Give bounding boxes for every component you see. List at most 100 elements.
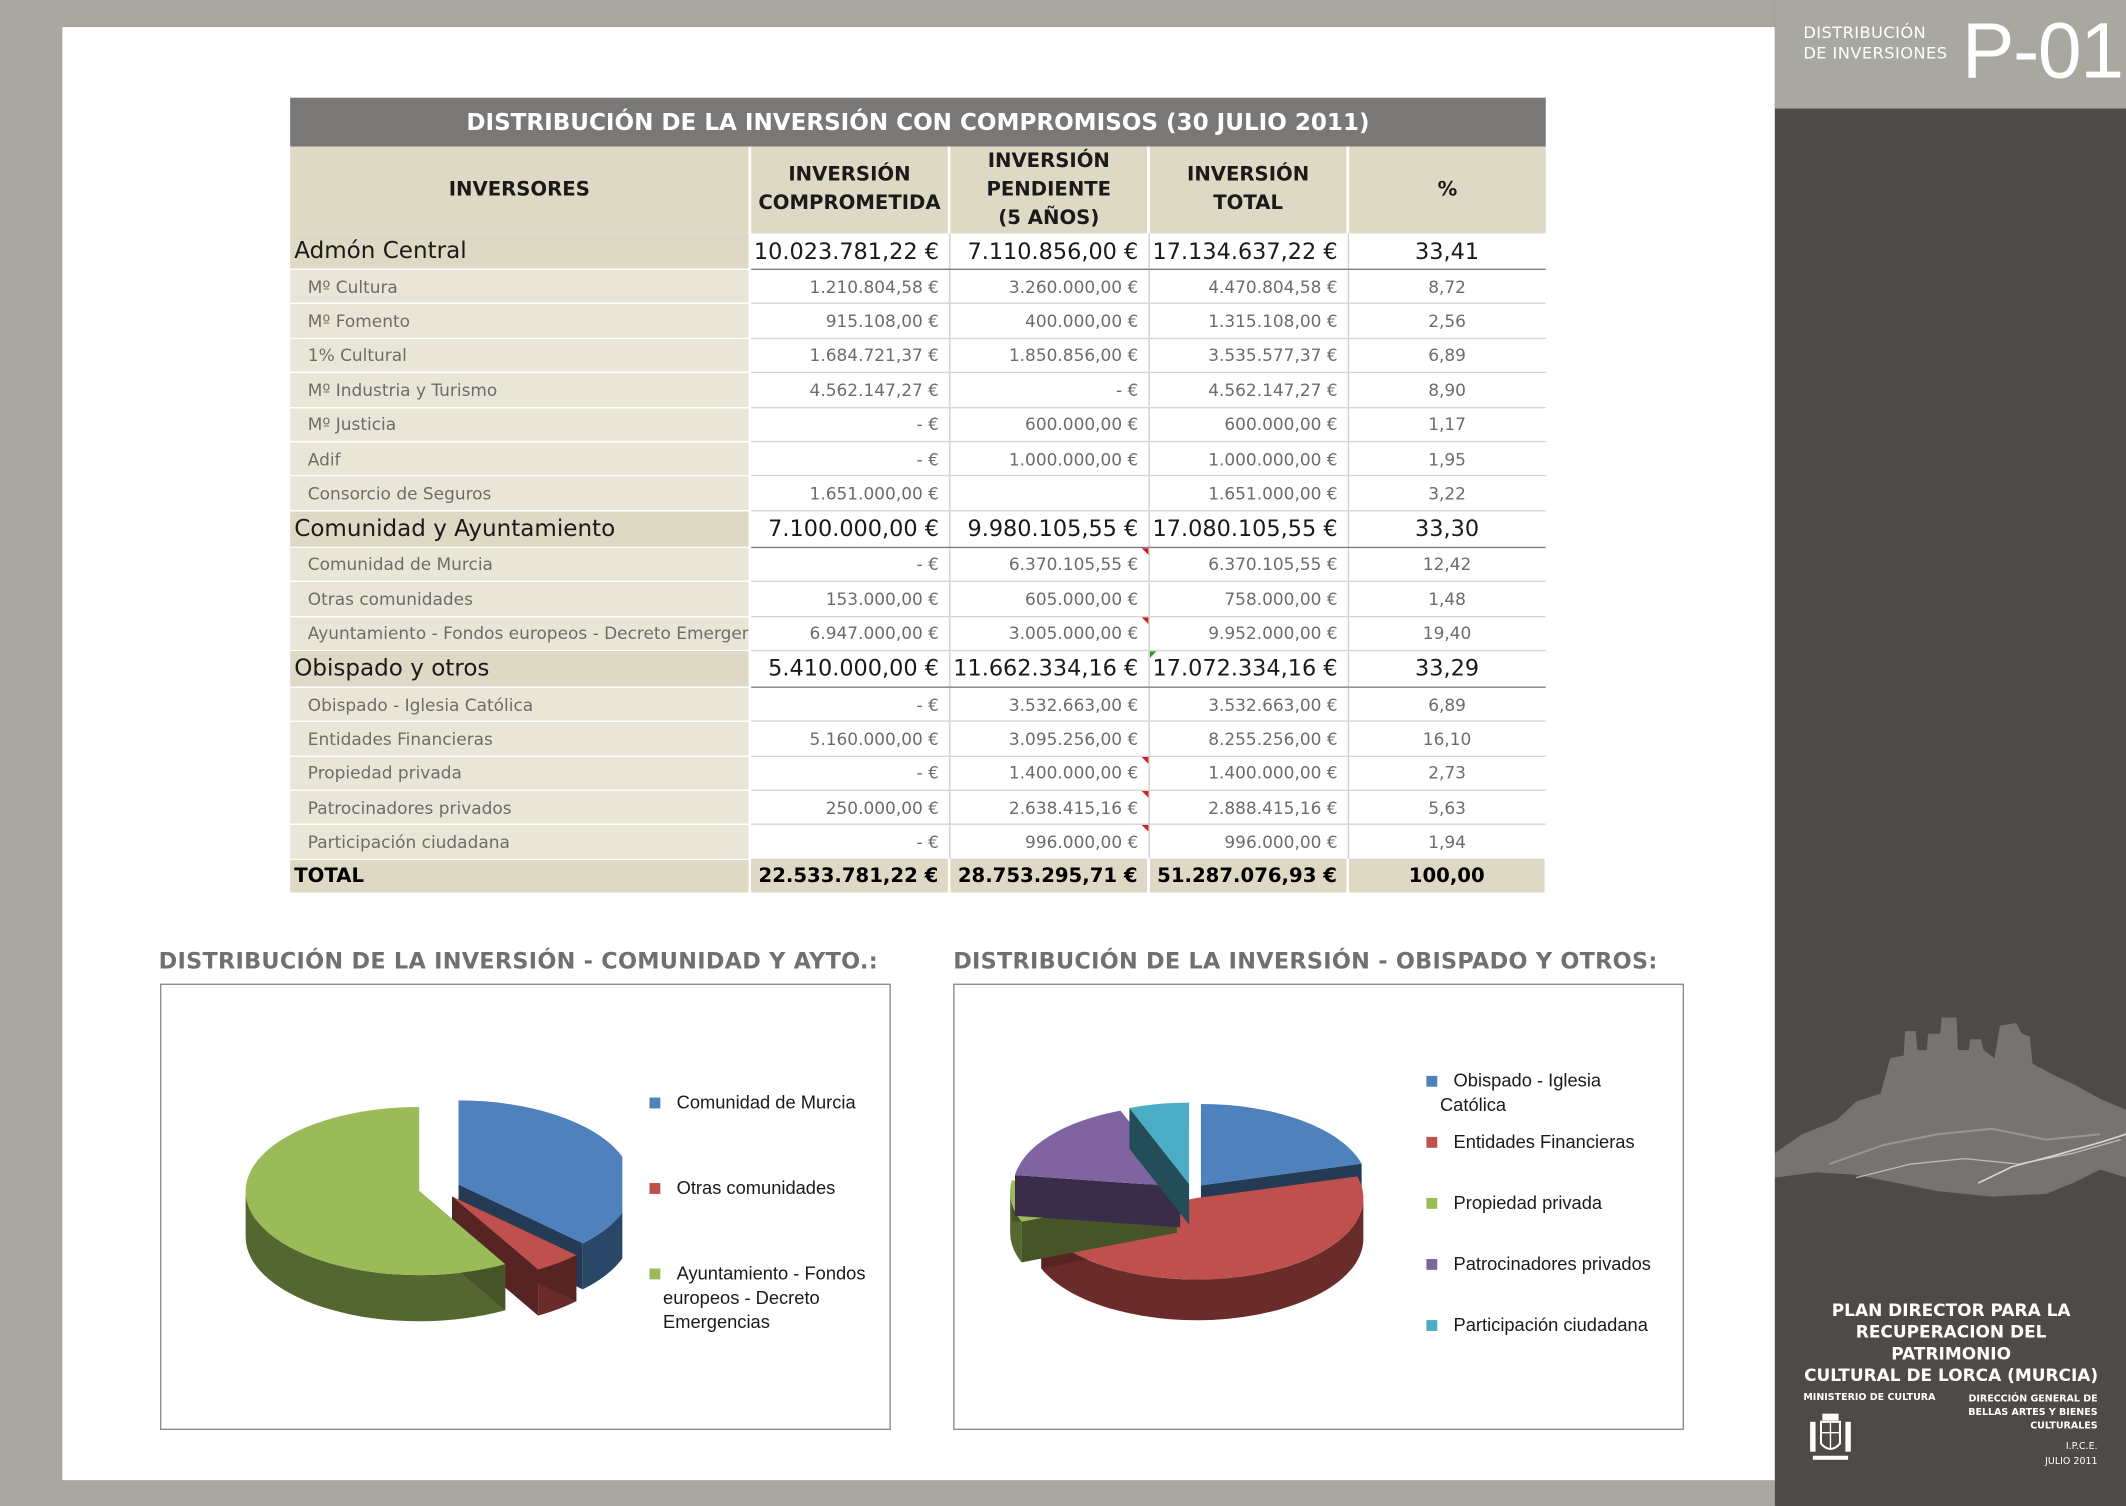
table-row-group: Admón Central 10.023.781,22 € 7.110.856,…	[290, 233, 1546, 270]
row-pendiente: 3.532.663,00 €	[949, 687, 1150, 723]
table-row: Otras comunidades 153.000,00 € 605.000,0…	[290, 581, 1546, 617]
sheet-label-line1: DISTRIBUCIÓN	[1803, 23, 1927, 43]
row-total: 2.888.415,16 €	[1148, 790, 1349, 826]
pie-slice-side-1-1	[1041, 1198, 1364, 1321]
legend-label-0-2-1: europeos - Decreto	[663, 1287, 820, 1308]
comment-marker-icon	[1140, 791, 1148, 798]
row-total-value: 17.072.334,16 €	[1152, 655, 1338, 682]
pie-chart-obispado-legend: Obispado - Iglesia Católica Entidades Fina…	[1426, 1069, 1677, 1408]
header-comprometida: INVERSIÓN COMPROMETIDA	[749, 146, 951, 234]
ipce-text: I.P.C.E.	[2065, 1440, 2098, 1452]
comment-marker-icon	[1140, 616, 1148, 624]
header-pendiente-line1: INVERSIÓN	[987, 149, 1110, 172]
table-row: Participación ciudadana - € 996.000,00 €…	[290, 824, 1546, 860]
row-comprometida: 7.100.000,00 €	[749, 510, 950, 548]
row-name: Comunidad de Murcia	[290, 547, 752, 583]
row-comprometida: - €	[749, 547, 950, 583]
sheet-label: DISTRIBUCIÓN DE INVERSIONES	[1803, 23, 1947, 64]
row-name: Mº Cultura	[290, 269, 752, 305]
row-pendiente: 7.110.856,00 €	[949, 233, 1150, 270]
row-percent: 16,10	[1347, 721, 1546, 757]
pie-slice-top-0-0	[458, 1100, 623, 1244]
header-total: INVERSIÓN TOTAL	[1148, 146, 1350, 234]
row-name: Obispado - Iglesia Católica	[290, 687, 752, 723]
row-percent: 1,48	[1347, 581, 1546, 617]
legend-label-0-0-0: Comunidad de Murcia	[676, 1092, 856, 1113]
row-total: 996.000,00 €	[1148, 824, 1349, 860]
row-percent: 1,95	[1347, 441, 1546, 477]
table-row-group: Comunidad y Ayuntamiento 7.100.000,00 € …	[290, 510, 1546, 548]
row-pendiente-value: 6.370.105,55 €	[1008, 554, 1139, 575]
row-total: 4.562.147,27 €	[1148, 372, 1349, 408]
row-total: 1.400.000,00 €	[1148, 755, 1349, 792]
row-percent: 8,72	[1347, 269, 1546, 305]
legend-swatch-0-2	[649, 1268, 661, 1280]
plan-title: PLAN DIRECTOR PARA LA RECUPERACION DEL P…	[1794, 1300, 2109, 1387]
row-percent: 1,94	[1347, 824, 1546, 860]
row-comprometida: 6.947.000,00 €	[749, 615, 950, 652]
comment-marker-icon	[1149, 651, 1156, 658]
row-pendiente: 9.980.105,55 €	[949, 510, 1150, 548]
row-comprometida: - €	[749, 755, 950, 792]
pie-slice-top-0-1	[452, 1196, 577, 1270]
row-pendiente-value: 996.000,00 €	[1025, 831, 1139, 853]
coat-of-arms-icon	[1810, 1413, 1851, 1460]
table-row: Mº Industria y Turismo 4.562.147,27 € - …	[290, 372, 1546, 408]
directorate-line1: DIRECCIÓN GENERAL DE	[1968, 1393, 2098, 1405]
row-total: 17.072.334,16 €	[1148, 650, 1349, 688]
legend-swatch-1-0	[1426, 1075, 1438, 1087]
row-pendiente: 400.000,00 €	[949, 303, 1150, 339]
table-row: Patrocinadores privados 250.000,00 € 2.6…	[290, 790, 1546, 826]
legend-label-1-1-0: Entidades Financieras	[1453, 1131, 1635, 1152]
legend-swatch-1-3	[1426, 1259, 1438, 1270]
row-comprometida: - €	[749, 407, 950, 443]
header-comprometida-line1: INVERSIÓN	[788, 164, 911, 186]
row-total: 3.532.663,00 €	[1148, 687, 1349, 723]
row-name: Ayuntamiento - Fondos europeos - Decreto…	[290, 615, 752, 652]
date-text: JULIO 2011	[2045, 1455, 2098, 1467]
row-pendiente: 605.000,00 €	[949, 581, 1150, 617]
row-name: Adif	[290, 441, 752, 477]
pie-slice-edge-1-3-0	[1015, 1175, 1181, 1228]
row-name: Mº Justicia	[290, 407, 752, 443]
row-total: 1.315.108,00 €	[1148, 303, 1349, 339]
row-pendiente: 11.662.334,16 €	[949, 650, 1150, 688]
row-name: Admón Central	[290, 233, 752, 270]
row-total: 8.255.256,00 €	[1148, 721, 1349, 757]
row-percent: 8,90	[1347, 372, 1546, 408]
chart-title-comunidad: DISTRIBUCIÓN DE LA INVERSIÓN - COMUNIDAD…	[158, 948, 878, 975]
row-name: Propiedad privada	[290, 755, 752, 792]
plan-title-line1: PLAN DIRECTOR PARA LA	[1831, 1299, 2071, 1321]
row-pendiente	[949, 475, 1150, 512]
table-row: Mº Fomento 915.108,00 € 400.000,00 € 1.3…	[290, 303, 1546, 339]
row-name: Entidades Financieras	[290, 721, 752, 757]
legend-label-1-0-1: Católica	[1439, 1094, 1507, 1116]
total-name: TOTAL	[290, 859, 752, 893]
row-name: Patrocinadores privados	[290, 790, 752, 826]
row-total: 6.370.105,55 €	[1148, 547, 1349, 583]
table-title: DISTRIBUCIÓN DE LA INVERSIÓN CON COMPROM…	[290, 97, 1546, 147]
header-pendiente: INVERSIÓN PENDIENTE (5 AÑOS)	[949, 146, 1150, 234]
plan-title-line3: CULTURAL DE LORCA (MURCIA)	[1804, 1364, 2099, 1386]
pie-slice-top-1-1	[1041, 1176, 1364, 1280]
row-percent: 12,42	[1347, 547, 1546, 583]
directorate-line3: CULTURALES	[2030, 1420, 2098, 1432]
legend-label-0-2-0: Ayuntamiento - Fondos	[676, 1263, 866, 1284]
row-percent: 33,30	[1347, 510, 1546, 548]
legend-swatch-0-1	[649, 1183, 661, 1194]
row-name: Otras comunidades	[290, 581, 752, 617]
legend-swatch-0-0	[649, 1097, 661, 1109]
sheet-label-line2: DE INVERSIONES	[1803, 43, 1948, 63]
pie-chart-comunidad-legend: Comunidad de Murcia Otras comunidades Ayun…	[649, 1091, 886, 1403]
pie-chart-obispado-plot	[1010, 1102, 1364, 1321]
table-row-group: Obispado y otros 5.410.000,00 € 11.662.3…	[290, 650, 1546, 688]
total-pendiente: 28.753.295,71 €	[949, 859, 1150, 893]
pie-chart-obispado: Obispado - Iglesia Católica Entidades Fina…	[953, 983, 1685, 1430]
pie-chart-comunidad-plot	[245, 1100, 623, 1322]
legend-swatch-1-2	[1426, 1197, 1438, 1209]
ministry-label: MINISTERIO DE CULTURA	[1803, 1391, 1936, 1403]
row-comprometida: 10.023.781,22 €	[749, 233, 950, 270]
row-comprometida: 250.000,00 €	[749, 790, 950, 826]
row-comprometida: 5.160.000,00 €	[749, 721, 950, 757]
